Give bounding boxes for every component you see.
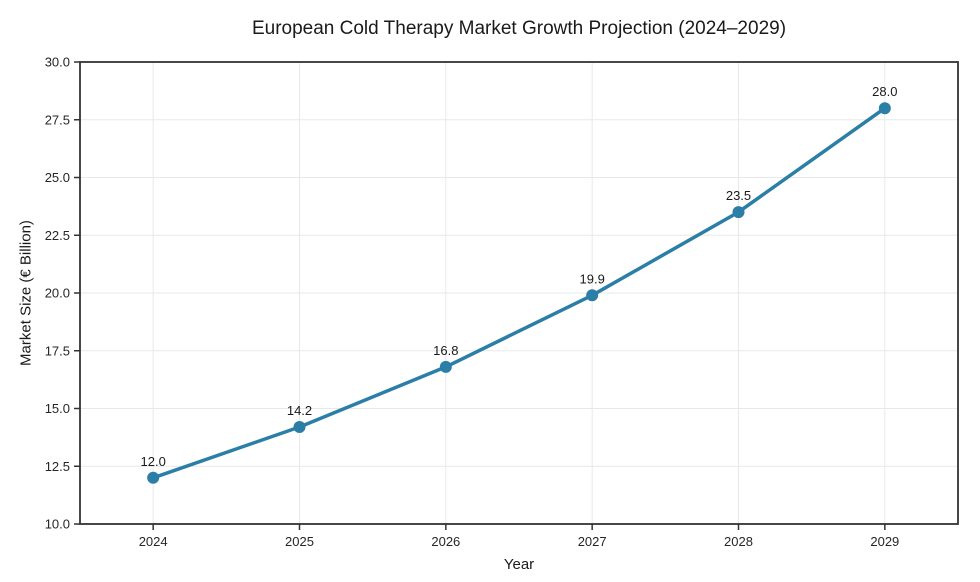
point-label: 12.0 [141,454,166,469]
point-label: 23.5 [726,188,751,203]
y-tick-label: 15.0 [45,401,70,416]
chart-title: European Cold Therapy Market Growth Proj… [251,18,787,39]
x-tick-label: 2025 [285,534,314,549]
data-line [151,106,887,480]
data-point [586,289,599,302]
x-tick-label: 2028 [724,534,753,549]
point-label: 16.8 [433,343,458,358]
y-tick-label: 27.5 [45,112,70,127]
x-tick-label: 2027 [578,534,607,549]
y-tick-label: 12.5 [45,459,70,474]
x-axis-label: Year [503,556,535,573]
x-tick-label: 2024 [139,534,168,549]
y-tick-label: 22.5 [45,228,70,243]
y-axis-label: Market Size (€ Billion) [17,220,35,366]
x-tick-label: 2029 [870,534,899,549]
data-point [439,360,452,373]
data-point [293,420,306,433]
plot-border [79,61,959,525]
y-tick-label: 25.0 [45,170,70,185]
point-label: 19.9 [580,271,605,286]
y-tick-label: 30.0 [45,55,70,70]
x-tick-label: 2026 [431,534,460,549]
data-point [147,471,160,484]
data-point [732,206,745,219]
point-label: 14.2 [287,403,312,418]
y-tick-label: 10.0 [45,517,70,532]
y-tick-label: 17.5 [45,343,70,358]
point-label: 28.0 [872,84,897,99]
y-tick-label: 20.0 [45,286,70,301]
data-point [878,102,891,115]
